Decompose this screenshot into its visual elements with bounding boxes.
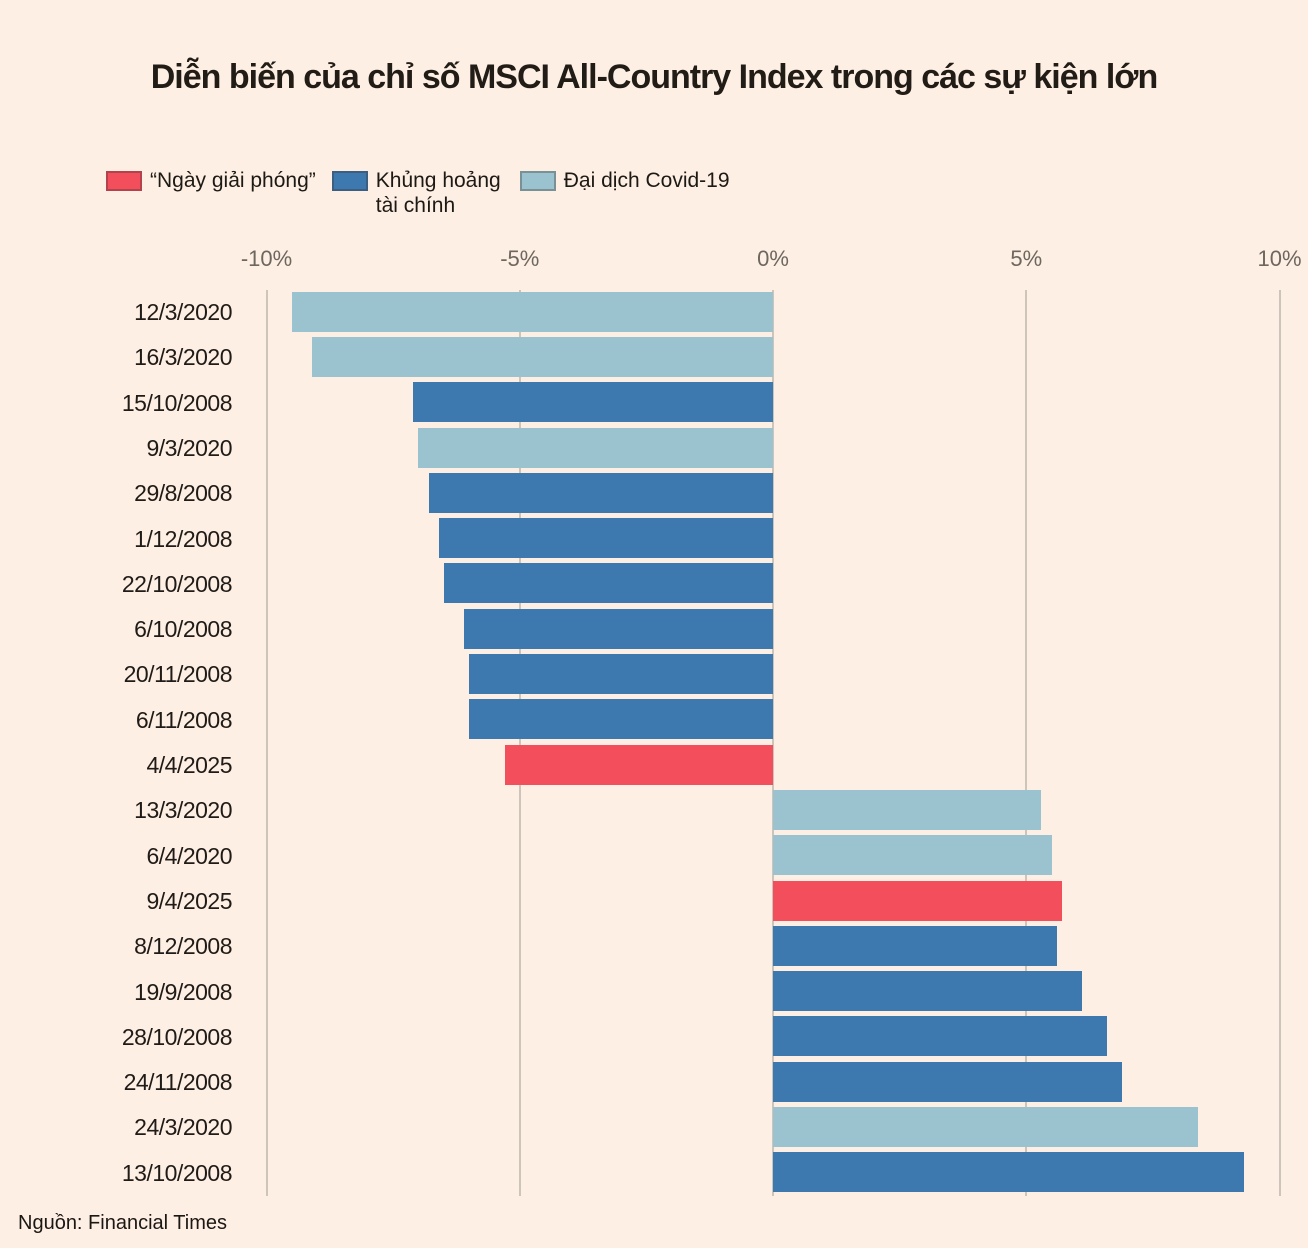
row-label: 12/3/2020 (134, 299, 232, 325)
bar-crisis (469, 654, 773, 695)
row-label: 19/9/2008 (134, 978, 232, 1005)
bar-liberation (773, 880, 1062, 921)
bar-crisis (413, 382, 773, 423)
row-label: 16/3/2020 (134, 344, 232, 371)
bar-crisis (464, 608, 773, 649)
legend-label: Đại dịch Covid-19 (563, 169, 730, 192)
legend-item-liberation-day: “Ngày giải phóng” (106, 168, 316, 193)
row-label: 29/8/2008 (134, 480, 232, 507)
bar-crisis (773, 925, 1057, 966)
axis-tick-label: 0% (757, 246, 789, 271)
bar-covid (291, 291, 773, 332)
row-label: 20/11/2008 (123, 661, 233, 688)
axis-tick-label: -5% (500, 246, 540, 271)
bar-crisis (773, 1152, 1245, 1193)
bar-crisis (428, 472, 773, 513)
row-label: 6/10/2008 (134, 616, 232, 643)
grid-line (265, 290, 268, 1196)
grid-line (772, 290, 774, 1196)
axis-tick-label: 10% (1257, 246, 1302, 271)
grid-line (1278, 290, 1281, 1196)
row-label: 9/3/2020 (146, 434, 232, 461)
bar-crisis (438, 518, 773, 559)
row-label: 15/10/2008 (121, 389, 233, 416)
chart-title: Diễn biến của chỉ số MSCI All-Country In… (150, 58, 1158, 96)
grid-line (1025, 290, 1028, 1196)
row-label: 6/11/2008 (135, 706, 233, 733)
legend-swatch (331, 171, 368, 191)
legend-item-financial-crisis: Khủng hoảng tài chính (331, 168, 504, 218)
legend-label: Khủng hoảng tài chính (375, 169, 501, 217)
axis-tick-label: -10% (240, 246, 293, 271)
legend-label: “Ngày giải phóng” (150, 169, 316, 192)
legend-swatch (519, 171, 556, 191)
legend-item-covid: Đại dịch Covid-19 (519, 168, 730, 193)
row-label: 13/3/2020 (134, 797, 232, 824)
row-label: 22/10/2008 (121, 570, 233, 597)
bar-covid (773, 789, 1042, 830)
bar-crisis (469, 699, 773, 740)
bar-covid (418, 427, 773, 468)
bar-liberation (504, 744, 773, 785)
axis-tick-label: 5% (1010, 246, 1043, 271)
bar-crisis (773, 1016, 1108, 1057)
bar-covid (773, 835, 1052, 876)
row-label: 13/10/2008 (121, 1159, 233, 1186)
row-label: 28/10/2008 (121, 1023, 233, 1050)
bar-covid (312, 336, 773, 377)
row-label: 8/12/2008 (134, 933, 232, 960)
legend-swatch (106, 171, 142, 191)
row-label: 4/4/2025 (146, 752, 232, 778)
bar-covid (773, 1107, 1199, 1148)
source-note: Nguồn: Financial Times (18, 1212, 227, 1234)
bar-crisis (773, 971, 1082, 1012)
row-label: 24/3/2020 (134, 1114, 232, 1141)
bar-crisis (443, 563, 773, 604)
grid-line (518, 290, 521, 1196)
row-label: 1/12/2008 (134, 525, 232, 552)
row-label: 24/11/2008 (123, 1069, 233, 1096)
bar-crisis (773, 1061, 1123, 1102)
legend: “Ngày giải phóng” Khủng hoảng tài chính … (106, 168, 730, 218)
row-label: 9/4/2025 (146, 887, 232, 914)
row-label: 6/4/2020 (146, 842, 232, 869)
